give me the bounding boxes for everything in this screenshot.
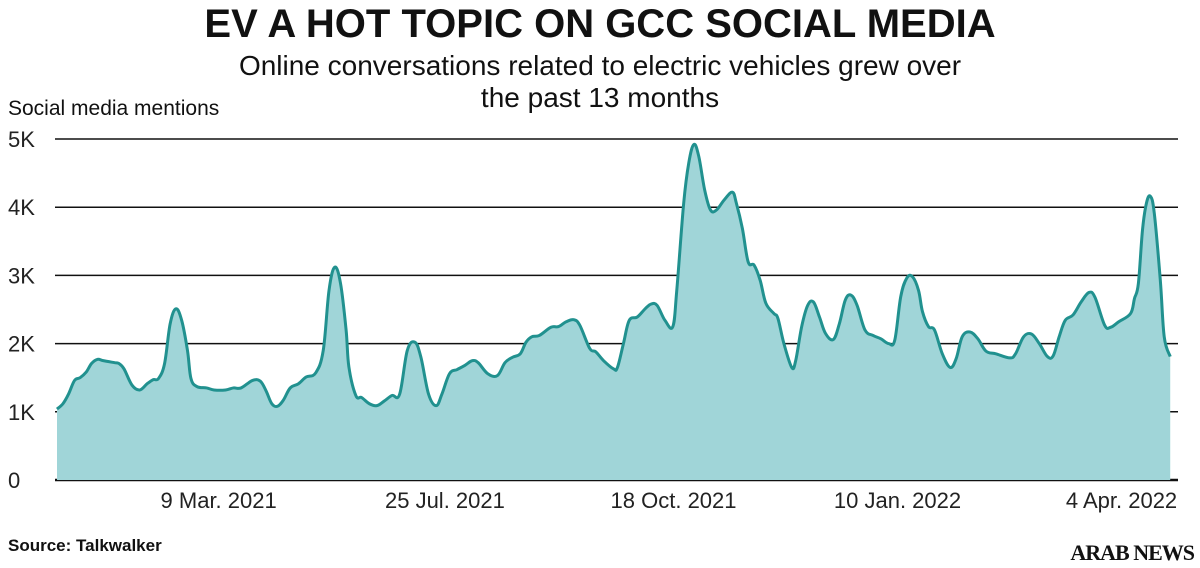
arab-news-logo: ARAB NEWS <box>1070 540 1195 565</box>
chart-subtitle-line-2: the past 13 months <box>480 82 720 113</box>
y-tick-label: 3K <box>8 263 35 288</box>
y-tick-label: 1K <box>8 400 35 425</box>
x-tick-label: 4 Apr. 2022 <box>1066 488 1177 513</box>
chart-subtitle-line-1: Online conversations related to electric… <box>238 50 962 81</box>
y-tick-label: 4K <box>8 195 35 220</box>
y-tick-label: 5K <box>8 127 35 152</box>
series-area <box>57 144 1171 480</box>
y-tick-label: 2K <box>8 332 35 357</box>
x-tick-label: 18 Oct. 2021 <box>611 488 737 513</box>
y-tick-label: 0 <box>8 468 20 493</box>
chart-title: EV A HOT TOPIC ON GCC SOCIAL MEDIA <box>204 2 996 46</box>
x-tick-label: 10 Jan. 2022 <box>834 488 961 513</box>
x-tick-label: 25 Jul. 2021 <box>385 488 505 513</box>
series-line <box>55 142 1172 411</box>
y-axis-label: Social media mentions <box>8 97 220 120</box>
x-tick-label: 9 Mar. 2021 <box>161 488 277 513</box>
source-note: Source: Talkwalker <box>8 536 162 555</box>
